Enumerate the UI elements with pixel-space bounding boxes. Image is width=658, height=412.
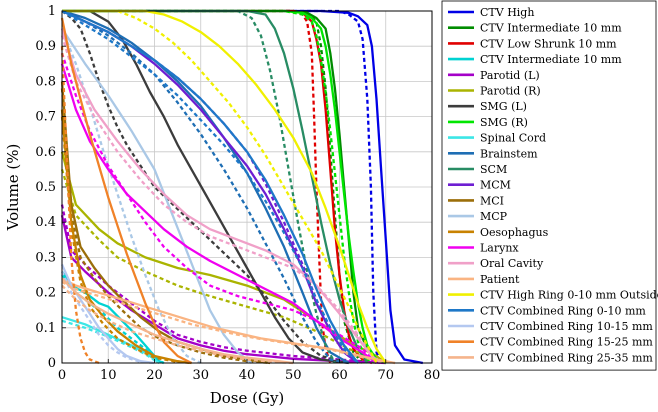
legend: CTV High CTV Intermediate 10 mm CTV Low Sh… (441, 0, 658, 371)
legend-label: MCI (480, 194, 504, 207)
series-line-dashed-10 (62, 9, 336, 364)
x-tick-label: 50 (285, 368, 302, 383)
x-tick-label: 30 (192, 368, 209, 383)
legend-label: Larynx (480, 242, 519, 255)
legend-label: Patient (480, 273, 520, 286)
y-tick-label: 0.3 (35, 250, 56, 265)
series-line-solid-21 (60, 17, 193, 365)
x-tick-label: 60 (331, 368, 348, 383)
legend-label: CTV Combined Ring 15-25 mm (480, 336, 653, 349)
legend-label: Oral Cavity (480, 257, 544, 270)
x-tick-label: 70 (377, 368, 394, 383)
x-tick-label: 80 (424, 368, 441, 383)
series-line-dashed-17 (61, 280, 396, 365)
y-axis-label: Volume (%) (4, 144, 22, 232)
x-tick-label: 0 (58, 368, 66, 383)
y-tick-label: 0.8 (35, 74, 56, 89)
y-tick-label: 0.5 (35, 180, 56, 195)
legend-box (441, 0, 657, 371)
axis-ticks: 0 10 20 30 40 50 60 70 80 0 0.1 0.2 0.3 0.4 0.5 0.6 0.7 0… (35, 4, 440, 383)
series-line-solid-16 (60, 28, 382, 364)
x-tick-label: 40 (239, 368, 256, 383)
series-line-solid-7 (62, 9, 387, 365)
legend-label: SMG (L) (480, 100, 527, 113)
legend-label: Spinal Cord (480, 132, 546, 145)
legend-label: SMG (R) (480, 116, 528, 129)
legend-label: MCP (480, 210, 508, 223)
series-line-dashed-2 (62, 9, 332, 364)
series-line-dashed-22 (61, 284, 294, 365)
legend-label: CTV Low Shrunk 10 mm (480, 37, 617, 50)
series-layer (60, 9, 424, 365)
legend-label: CTV Intermediate 10 mm (480, 53, 622, 66)
series-line-solid-22 (61, 277, 294, 365)
series-line-solid-12 (60, 81, 271, 365)
series-line-solid-15 (60, 63, 378, 364)
legend-label: Parotid (R) (480, 85, 541, 98)
legend-label: CTV Combined Ring 0-10 mm (480, 304, 646, 317)
y-tick-label: 0.2 (35, 286, 56, 301)
legend-label: Parotid (L) (480, 69, 540, 82)
series-line-dashed-0 (62, 9, 383, 364)
series-line-dashed-12 (60, 88, 271, 365)
legend-label: CTV Intermediate 10 mm (480, 22, 622, 35)
y-tick-label: 0.6 (35, 145, 56, 160)
y-tick-label: 0.9 (35, 39, 56, 54)
series-line-solid-19 (61, 9, 359, 364)
series-line-dashed-18 (62, 9, 378, 364)
series-line-dashed-16 (60, 35, 382, 364)
series-line-dashed-13 (60, 28, 202, 365)
series-line-dashed-15 (60, 52, 378, 364)
series-line-dashed-19 (61, 10, 359, 364)
legend-label: CTV Combined Ring 10-15 mm (480, 320, 653, 333)
y-tick-label: 0.4 (35, 215, 56, 230)
y-tick-label: 0 (48, 356, 56, 371)
series-line-solid-5 (60, 151, 387, 364)
x-tick-label: 20 (146, 368, 163, 383)
series-line-solid-0 (62, 9, 424, 365)
legend-label: CTV Combined Ring 25-35 mm (480, 351, 653, 364)
series-line-dashed-21 (60, 46, 100, 365)
series-line-solid-13 (61, 27, 253, 364)
series-line-dashed-7 (62, 9, 377, 365)
legend-label: CTV High (480, 6, 534, 19)
series-line-solid-14 (60, 109, 192, 365)
series-line-solid-4 (60, 214, 386, 365)
series-line-solid-18 (62, 9, 387, 364)
legend-label: MCM (480, 179, 511, 192)
series-line-dashed-6 (61, 10, 350, 365)
legend-label: CTV High Ring 0-10 mm Outside (480, 289, 658, 302)
y-tick-label: 0.1 (35, 321, 56, 336)
x-axis-label: Dose (Gy) (210, 389, 285, 407)
series-line-dashed-14 (60, 116, 192, 365)
legend-label: Oesophagus (480, 226, 549, 239)
grid (61, 10, 433, 364)
y-tick-label: 1 (48, 4, 56, 19)
y-tick-label: 0.7 (35, 110, 56, 125)
legend-label: SCM (480, 163, 507, 176)
x-tick-label: 10 (100, 368, 117, 383)
legend-label: Brainstem (480, 147, 538, 160)
